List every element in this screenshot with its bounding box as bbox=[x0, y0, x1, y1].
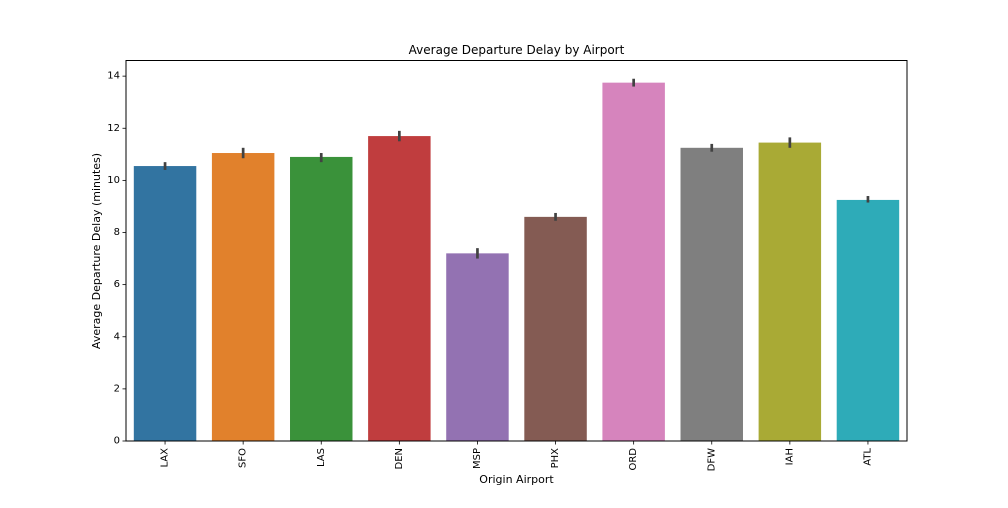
bar-las bbox=[290, 156, 353, 441]
chart-title: Average Departure Delay by Airport bbox=[409, 43, 625, 57]
x-tick-label: PHX bbox=[550, 448, 561, 469]
y-tick-label: 8 bbox=[114, 227, 120, 238]
error-bars-layer bbox=[163, 78, 870, 259]
bar-iah bbox=[758, 142, 822, 441]
bar-msp bbox=[446, 253, 509, 441]
x-tick-label: LAX bbox=[160, 448, 171, 468]
x-axis: LAX SFO LAS DEN MSP PHX ORD DFW IAH ATL bbox=[160, 441, 873, 471]
y-tick-label: 10 bbox=[107, 175, 120, 186]
bar-atl bbox=[836, 199, 900, 441]
y-axis: 0 2 4 6 8 10 12 14 bbox=[107, 71, 126, 447]
bar-ord bbox=[602, 82, 665, 441]
y-tick-label: 4 bbox=[114, 331, 120, 342]
bar-sfo bbox=[211, 153, 275, 441]
bar-phx bbox=[524, 216, 587, 441]
y-axis-label: Average Departure Delay (minutes) bbox=[90, 153, 103, 349]
x-tick-label: DFW bbox=[706, 448, 717, 471]
x-tick-label: DEN bbox=[394, 448, 405, 470]
bar-dfw bbox=[680, 147, 743, 441]
x-tick-label: MSP bbox=[472, 448, 483, 469]
x-tick-label: ORD bbox=[628, 448, 639, 471]
bar-lax bbox=[133, 166, 197, 441]
plot-frame bbox=[125, 60, 908, 442]
y-tick-label: 0 bbox=[114, 436, 120, 447]
y-tick-label: 12 bbox=[107, 123, 120, 134]
x-tick-label: IAH bbox=[784, 448, 795, 465]
bar-den bbox=[368, 136, 431, 441]
y-tick-label: 2 bbox=[114, 383, 120, 394]
x-tick-label: ATL bbox=[862, 448, 873, 466]
y-tick-label: 14 bbox=[107, 71, 120, 82]
x-axis-label: Origin Airport bbox=[479, 473, 554, 486]
y-tick-label: 6 bbox=[114, 279, 120, 290]
x-tick-label: SFO bbox=[238, 448, 249, 468]
x-tick-label: LAS bbox=[316, 448, 327, 467]
bars-layer bbox=[133, 82, 900, 441]
